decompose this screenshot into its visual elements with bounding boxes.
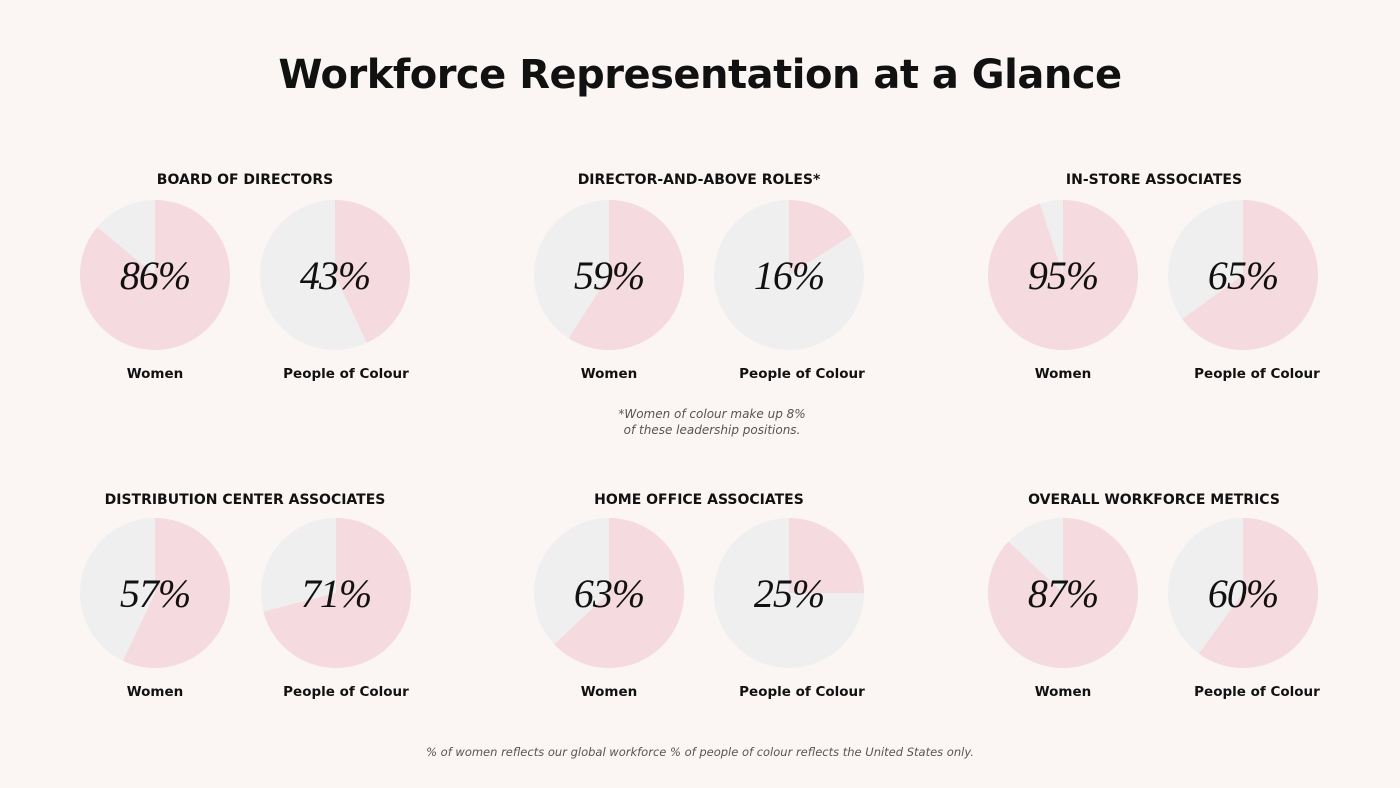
pie-women: 63%: [534, 518, 685, 668]
pie-people-of-colour: 25%: [714, 518, 864, 668]
pie-slice: [79, 200, 230, 350]
category-label-people-of-colour: People of Colour: [1194, 366, 1320, 382]
chart-title: BOARD OF DIRECTORS: [156, 172, 334, 188]
data-label: 60%: [1207, 570, 1279, 616]
chart-title: DISTRIBUTION CENTER ASSOCIATES: [104, 492, 386, 508]
category-label-people-of-colour: People of Colour: [739, 366, 865, 382]
data-label: 43%: [299, 252, 371, 298]
chart-title: IN-STORE ASSOCIATES: [1065, 172, 1243, 188]
pie-slice: [1182, 200, 1318, 350]
chart-title: HOME OFFICE ASSOCIATES: [594, 492, 804, 508]
footnote-line: *Women of colour make up 8%: [618, 407, 806, 421]
pie-people-of-colour: 60%: [1168, 518, 1318, 668]
category-label-people-of-colour: People of Colour: [283, 366, 409, 382]
pie-people-of-colour: 16%: [714, 200, 864, 350]
footnote-leadership: *Women of colour make up 8% of these lea…: [550, 406, 874, 438]
category-label-women: Women: [126, 366, 184, 382]
category-label-women: Women: [1034, 366, 1092, 382]
data-label: 25%: [753, 570, 825, 616]
data-label: 87%: [1027, 570, 1099, 616]
data-label: 65%: [1207, 252, 1279, 298]
pie-people-of-colour: 71%: [261, 518, 412, 668]
pie-slice: [789, 200, 853, 275]
chart-distribution-center-associates: DISTRIBUTION CENTER ASSOCIATES 57% 71% W…: [25, 492, 465, 742]
pie-women: 95%: [987, 200, 1138, 350]
chart-overall-workforce-metrics: OVERALL WORKFORCE METRICS 87% 60% Women …: [934, 492, 1374, 742]
category-label-people-of-colour: People of Colour: [1194, 684, 1320, 700]
pie-women: 86%: [79, 200, 230, 350]
data-label: 95%: [1027, 252, 1099, 298]
chart-director-and-above-roles: DIRECTOR-AND-ABOVE ROLES* 59% 16% Women …: [479, 172, 919, 422]
pie-women: 59%: [534, 200, 685, 350]
category-label-people-of-colour: People of Colour: [739, 684, 865, 700]
pie-people-of-colour: 43%: [260, 200, 410, 350]
data-label: 63%: [573, 570, 645, 616]
pie-slice: [568, 200, 685, 350]
category-label-women: Women: [1034, 684, 1092, 700]
page-title: Workforce Representation at a Glance: [278, 52, 1122, 98]
chart-in-store-associates: IN-STORE ASSOCIATES 95% 65% Women People…: [934, 172, 1374, 422]
data-label: 71%: [300, 570, 372, 616]
pie-slice: [554, 518, 685, 668]
chart-home-office-associates: HOME OFFICE ASSOCIATES 63% 25% Women Peo…: [479, 492, 919, 742]
chart-title: DIRECTOR-AND-ABOVE ROLES*: [577, 172, 821, 188]
pie-slice: [1198, 518, 1318, 668]
category-label-people-of-colour: People of Colour: [283, 684, 409, 700]
pie-people-of-colour: 65%: [1168, 200, 1318, 350]
category-label-women: Women: [580, 366, 638, 382]
data-label: 86%: [119, 252, 191, 298]
pie-slice: [123, 518, 231, 668]
data-label: 57%: [119, 570, 191, 616]
pie-slice: [335, 200, 410, 343]
chart-title: OVERALL WORKFORCE METRICS: [1028, 492, 1280, 508]
chart-board-of-directors: BOARD OF DIRECTORS 86% 43% Women People …: [25, 172, 465, 422]
pie-slice: [263, 518, 412, 668]
pie-women: 57%: [80, 518, 231, 668]
data-label: 16%: [753, 252, 825, 298]
category-label-women: Women: [126, 684, 184, 700]
footnote-line: of these leadership positions.: [623, 423, 801, 437]
category-label-women: Women: [580, 684, 638, 700]
pie-slice: [988, 518, 1139, 668]
footer-note: % of women reflects our global workforce…: [426, 745, 974, 759]
pie-slice: [789, 518, 864, 593]
pie-women: 87%: [988, 518, 1139, 668]
data-label: 59%: [573, 252, 645, 298]
pie-slice: [987, 200, 1138, 350]
